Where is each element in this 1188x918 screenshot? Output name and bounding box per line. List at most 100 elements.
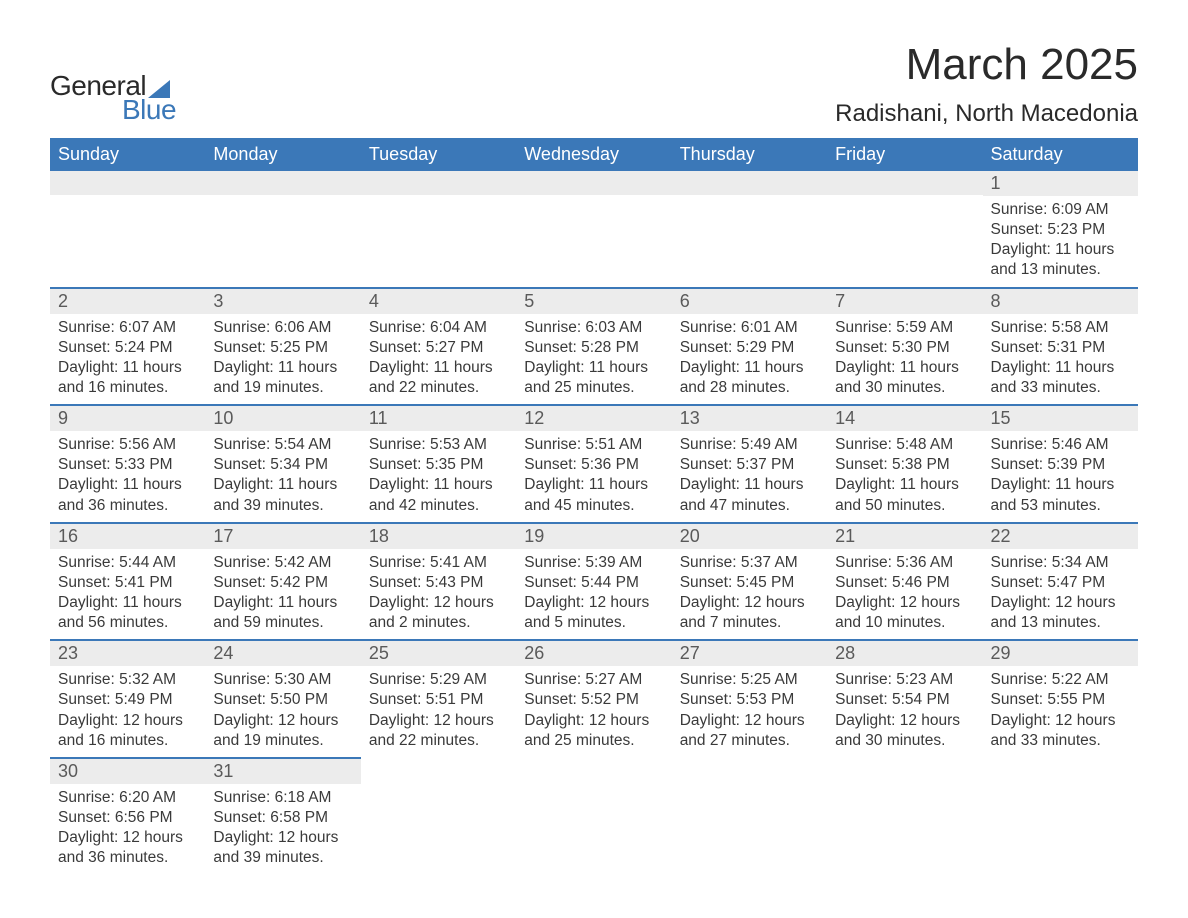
sunrise-line: Sunrise: 5:37 AM — [680, 553, 819, 573]
calendar-day-cell: 20 Sunrise: 5:37 AMSunset: 5:45 PMDayligh… — [672, 523, 827, 641]
daylight-line: Daylight: 11 hours and 50 minutes. — [835, 475, 974, 515]
sunrise-line: Sunrise: 5:46 AM — [991, 435, 1130, 455]
day-number: 18 — [361, 524, 516, 549]
day-number: 15 — [983, 406, 1138, 431]
daylight-line: Daylight: 11 hours and 28 minutes. — [680, 358, 819, 398]
calendar-day-cell — [983, 758, 1138, 875]
day-details: Sunrise: 6:18 AMSunset: 6:58 PMDaylight:… — [205, 784, 360, 875]
sunrise-line: Sunrise: 6:06 AM — [213, 318, 352, 338]
calendar-day-cell: 4Sunrise: 6:04 AMSunset: 5:27 PMDaylight… — [361, 288, 516, 406]
day-number: 11 — [361, 406, 516, 431]
day-number — [983, 758, 1138, 782]
sunrise-line: Sunrise: 5:48 AM — [835, 435, 974, 455]
sunrise-line: Sunrise: 5:36 AM — [835, 553, 974, 573]
calendar-day-cell: 26Sunrise: 5:27 AMSunset: 5:52 PMDayligh… — [516, 640, 671, 758]
sunrise-line: Sunrise: 6:09 AM — [991, 200, 1130, 220]
sunset-line: Sunset: 5:24 PM — [58, 338, 197, 358]
daylight-line: Daylight: 12 hours and 7 minutes. — [680, 593, 819, 633]
calendar-day-cell: 14Sunrise: 5:48 AMSunset: 5:38 PMDayligh… — [827, 405, 982, 523]
calendar-day-cell: 21Sunrise: 5:36 AMSunset: 5:46 PMDayligh… — [827, 523, 982, 641]
location-subtitle: Radishani, North Macedonia — [835, 100, 1138, 128]
sunset-line: Sunset: 6:56 PM — [58, 808, 197, 828]
day-number: 31 — [205, 759, 360, 784]
sunrise-line: Sunrise: 5:59 AM — [835, 318, 974, 338]
calendar-day-cell: 16Sunrise: 5:44 AMSunset: 5:41 PMDayligh… — [50, 523, 205, 641]
calendar-week-row: 23Sunrise: 5:32 AMSunset: 5:49 PMDayligh… — [50, 640, 1138, 758]
sunset-line: Sunset: 6:58 PM — [213, 808, 352, 828]
weekday-header: Thursday — [672, 138, 827, 171]
calendar-day-cell: 18Sunrise: 5:41 AMSunset: 5:43 PMDayligh… — [361, 523, 516, 641]
day-details — [827, 782, 982, 852]
calendar-day-cell: 7Sunrise: 5:59 AMSunset: 5:30 PMDaylight… — [827, 288, 982, 406]
sunset-line: Sunset: 5:55 PM — [991, 690, 1130, 710]
calendar-day-cell — [361, 758, 516, 875]
calendar-day-cell — [205, 171, 360, 288]
daylight-line: Daylight: 12 hours and 39 minutes. — [213, 828, 352, 868]
day-number: 2 — [50, 289, 205, 314]
calendar-day-cell: 1Sunrise: 6:09 AMSunset: 5:23 PMDaylight… — [983, 171, 1138, 288]
calendar-day-cell: 27Sunrise: 5:25 AMSunset: 5:53 PMDayligh… — [672, 640, 827, 758]
sunset-line: Sunset: 5:34 PM — [213, 455, 352, 475]
sunrise-line: Sunrise: 5:34 AM — [991, 553, 1130, 573]
daylight-line: Daylight: 12 hours and 33 minutes. — [991, 711, 1130, 751]
day-details: Sunrise: 5:25 AMSunset: 5:53 PMDaylight:… — [672, 666, 827, 757]
daylight-line: Daylight: 12 hours and 2 minutes. — [369, 593, 508, 633]
day-number: 23 — [50, 641, 205, 666]
day-number: 16 — [50, 524, 205, 549]
daylight-line: Daylight: 12 hours and 27 minutes. — [680, 711, 819, 751]
day-details — [516, 195, 671, 265]
daylight-line: Daylight: 11 hours and 19 minutes. — [213, 358, 352, 398]
calendar-week-row: 2Sunrise: 6:07 AMSunset: 5:24 PMDaylight… — [50, 288, 1138, 406]
daylight-line: Daylight: 11 hours and 59 minutes. — [213, 593, 352, 633]
day-number: 1 — [983, 171, 1138, 196]
calendar-day-cell: 8Sunrise: 5:58 AMSunset: 5:31 PMDaylight… — [983, 288, 1138, 406]
day-number: 17 — [205, 524, 360, 549]
sunset-line: Sunset: 5:45 PM — [680, 573, 819, 593]
day-details: Sunrise: 5:36 AMSunset: 5:46 PMDaylight:… — [827, 549, 982, 640]
sunset-line: Sunset: 5:35 PM — [369, 455, 508, 475]
calendar-day-cell: 23Sunrise: 5:32 AMSunset: 5:49 PMDayligh… — [50, 640, 205, 758]
calendar-week-row: 9Sunrise: 5:56 AMSunset: 5:33 PMDaylight… — [50, 405, 1138, 523]
calendar-day-cell: 29Sunrise: 5:22 AMSunset: 5:55 PMDayligh… — [983, 640, 1138, 758]
daylight-line: Daylight: 11 hours and 25 minutes. — [524, 358, 663, 398]
day-number: 28 — [827, 641, 982, 666]
sunset-line: Sunset: 5:29 PM — [680, 338, 819, 358]
calendar-day-cell: 17Sunrise: 5:42 AMSunset: 5:42 PMDayligh… — [205, 523, 360, 641]
sunrise-line: Sunrise: 6:18 AM — [213, 788, 352, 808]
day-details — [983, 782, 1138, 852]
sunset-line: Sunset: 5:53 PM — [680, 690, 819, 710]
sunrise-line: Sunrise: 5:42 AM — [213, 553, 352, 573]
sunset-line: Sunset: 5:51 PM — [369, 690, 508, 710]
calendar-day-cell: 5Sunrise: 6:03 AMSunset: 5:28 PMDaylight… — [516, 288, 671, 406]
day-details: Sunrise: 5:34 AMSunset: 5:47 PMDaylight:… — [983, 549, 1138, 640]
calendar-day-cell: 12Sunrise: 5:51 AMSunset: 5:36 PMDayligh… — [516, 405, 671, 523]
daylight-line: Daylight: 11 hours and 33 minutes. — [991, 358, 1130, 398]
day-number: 3 — [205, 289, 360, 314]
sunrise-line: Sunrise: 5:23 AM — [835, 670, 974, 690]
calendar-day-cell — [672, 758, 827, 875]
sunset-line: Sunset: 5:52 PM — [524, 690, 663, 710]
day-details: Sunrise: 5:51 AMSunset: 5:36 PMDaylight:… — [516, 431, 671, 522]
day-details: Sunrise: 5:23 AMSunset: 5:54 PMDaylight:… — [827, 666, 982, 757]
day-number: 20 — [672, 524, 827, 549]
day-details — [205, 195, 360, 265]
sunset-line: Sunset: 5:46 PM — [835, 573, 974, 593]
sunset-line: Sunset: 5:33 PM — [58, 455, 197, 475]
day-details: Sunrise: 5:59 AMSunset: 5:30 PMDaylight:… — [827, 314, 982, 405]
day-number — [672, 171, 827, 195]
sunrise-line: Sunrise: 6:04 AM — [369, 318, 508, 338]
daylight-line: Daylight: 12 hours and 19 minutes. — [213, 711, 352, 751]
sunset-line: Sunset: 5:37 PM — [680, 455, 819, 475]
day-details: Sunrise: 6:03 AMSunset: 5:28 PMDaylight:… — [516, 314, 671, 405]
day-number — [361, 758, 516, 782]
daylight-line: Daylight: 12 hours and 16 minutes. — [58, 711, 197, 751]
day-details — [516, 782, 671, 852]
sunrise-line: Sunrise: 5:39 AM — [524, 553, 663, 573]
sunrise-line: Sunrise: 5:30 AM — [213, 670, 352, 690]
day-number: 22 — [983, 524, 1138, 549]
weekday-header-row: SundayMondayTuesdayWednesdayThursdayFrid… — [50, 138, 1138, 171]
daylight-line: Daylight: 11 hours and 42 minutes. — [369, 475, 508, 515]
sunset-line: Sunset: 5:41 PM — [58, 573, 197, 593]
weekday-header: Saturday — [983, 138, 1138, 171]
day-details: Sunrise: 5:49 AMSunset: 5:37 PMDaylight:… — [672, 431, 827, 522]
